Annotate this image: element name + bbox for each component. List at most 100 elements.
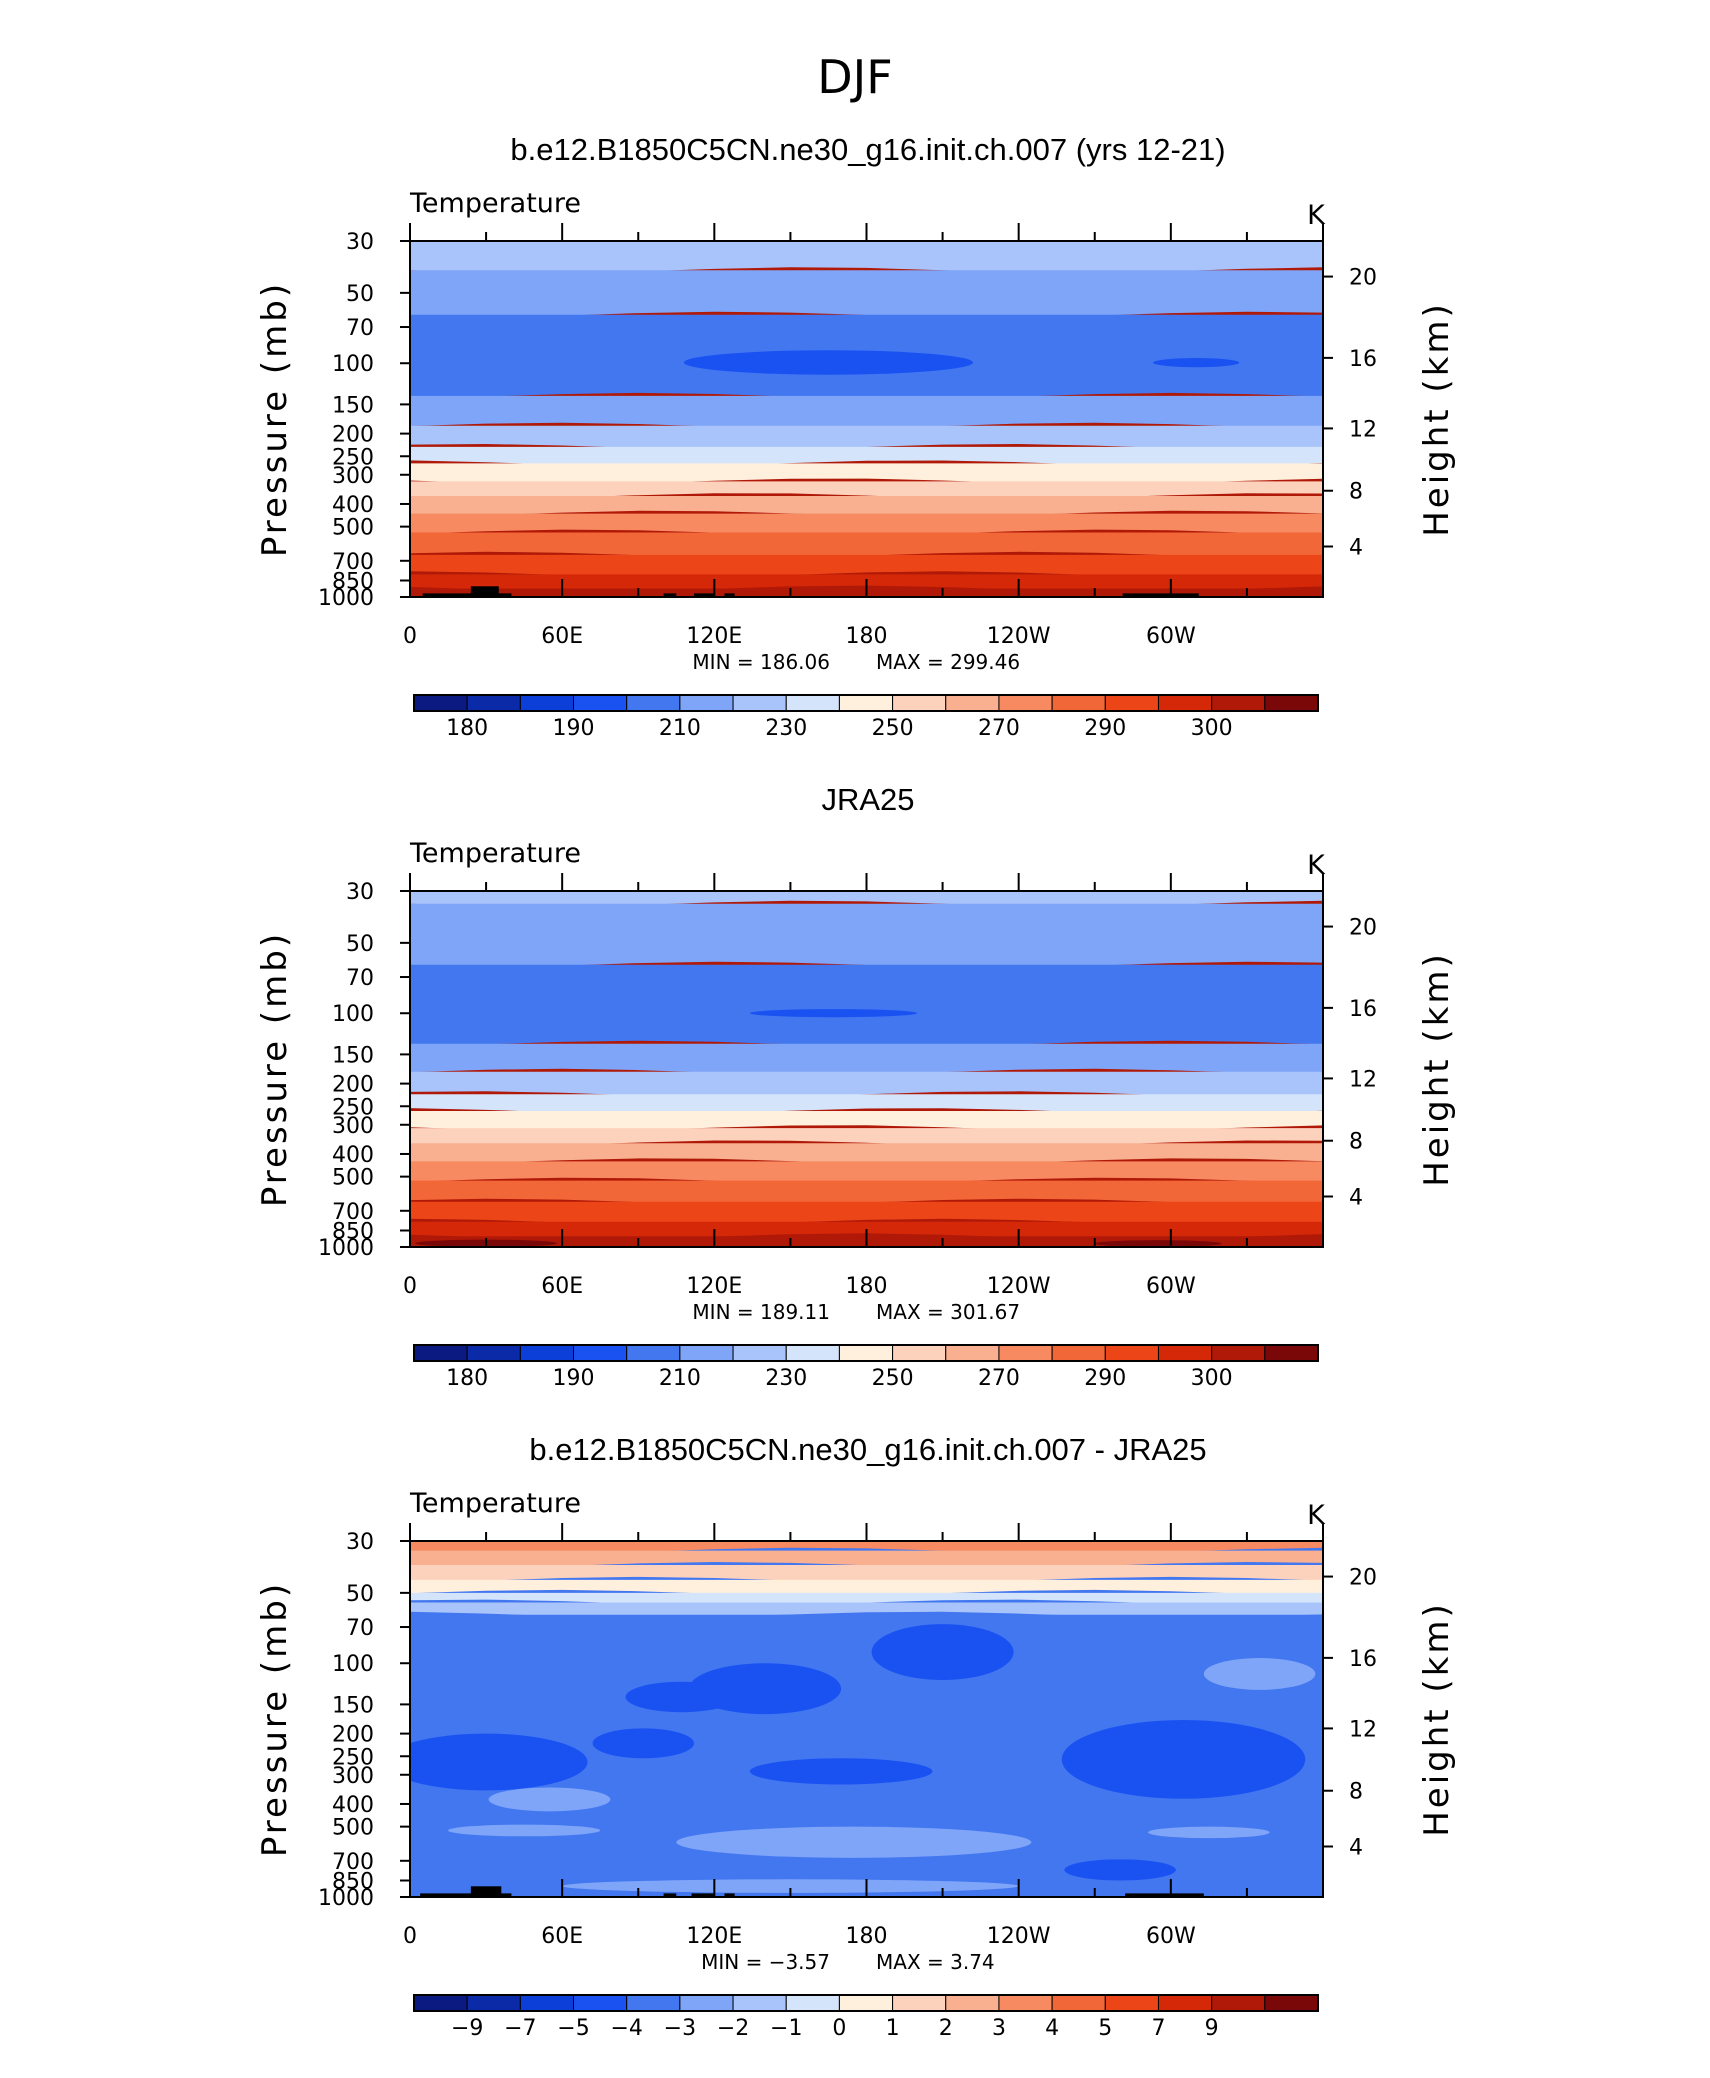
y-tick-right-label: 20 xyxy=(1349,266,1377,291)
y-tick-right-label: 12 xyxy=(1349,1067,1377,1092)
colorbar-label: 270 xyxy=(978,1366,1020,1391)
x-tick-label: 180 xyxy=(846,624,888,649)
contour-band xyxy=(410,395,1323,429)
y-tick-label: 850 xyxy=(332,1220,374,1245)
x-tick-label: 120E xyxy=(686,1924,742,1949)
contour-band xyxy=(410,1043,1323,1075)
colorbar-box xyxy=(519,1994,575,2012)
contour-band xyxy=(410,1541,1323,1554)
contour-feature xyxy=(871,1624,1014,1681)
colorbar-label: 210 xyxy=(659,716,701,741)
colorbar-label: 4 xyxy=(1045,2016,1059,2041)
y-tick-label: 1000 xyxy=(318,1886,374,1911)
contour-band xyxy=(410,463,1323,485)
contour-band xyxy=(410,1579,1323,1596)
colorbar-label: 3 xyxy=(992,2016,1006,2041)
y-tick-label: 700 xyxy=(332,1850,374,1875)
topography-mask xyxy=(422,593,512,597)
colorbar-box xyxy=(1104,694,1159,712)
y-tick-right-label: 20 xyxy=(1349,1566,1377,1591)
colorbar-label: 230 xyxy=(765,716,807,741)
x-tick-label: 60E xyxy=(541,1274,583,1299)
colorbar-box xyxy=(679,1344,734,1362)
colorbar-box xyxy=(1157,1994,1213,2012)
colorbar-box xyxy=(785,1344,840,1362)
colorbar-label: 5 xyxy=(1098,2016,1112,2041)
colorbar-box xyxy=(626,1344,681,1362)
y-tick-label: 1000 xyxy=(318,586,374,611)
contour-feature xyxy=(749,1009,918,1018)
y-tick-label: 850 xyxy=(332,570,374,595)
contour-band xyxy=(410,1614,1323,1897)
colorbar-label: 250 xyxy=(872,716,914,741)
topography-mask xyxy=(691,1893,715,1897)
y-tick-label: 50 xyxy=(346,932,374,957)
plot-area xyxy=(410,891,1323,1247)
units-label: K xyxy=(1307,200,1326,231)
contour-band xyxy=(410,1564,1323,1583)
colorbar-label: 250 xyxy=(872,1366,914,1391)
x-tick-label: 60W xyxy=(1146,1274,1196,1299)
y-tick-label: 500 xyxy=(332,516,374,541)
contour-band xyxy=(410,1161,1323,1184)
variable-label: Temperature xyxy=(409,1488,581,1519)
colorbar-box xyxy=(1157,1344,1213,1362)
contour-band xyxy=(410,1201,1323,1225)
colorbar-label: 300 xyxy=(1191,716,1233,741)
x-tick-label: 120W xyxy=(987,1274,1051,1299)
colorbar-box xyxy=(1051,1344,1106,1362)
colorbar-label: 230 xyxy=(765,1366,807,1391)
colorbar-label: −1 xyxy=(770,2016,802,2041)
colorbar-label: 0 xyxy=(832,2016,846,2041)
colorbar-box xyxy=(679,1994,734,2012)
y-tick-label: 400 xyxy=(332,493,374,518)
colorbar-label: 270 xyxy=(978,716,1020,741)
x-tick-label: 60W xyxy=(1146,1924,1196,1949)
contour-band xyxy=(410,446,1323,467)
colorbar-label: 180 xyxy=(446,716,488,741)
colorbar-box xyxy=(573,1994,628,2012)
y-tick-label: 300 xyxy=(332,1764,374,1789)
colorbar-box xyxy=(1051,1994,1106,2012)
panel-3: b.e12.B1850C5CN.ne30_g16.init.ch.007 - J… xyxy=(255,1432,1457,2041)
y-tick-label: 50 xyxy=(346,282,374,307)
contour-feature xyxy=(410,1733,588,1791)
min-value: MIN = 189.11 xyxy=(692,1300,830,1324)
variable-label: Temperature xyxy=(409,838,581,869)
y-tick-right-label: 4 xyxy=(1349,1836,1363,1861)
colorbar-label: 1 xyxy=(886,2016,900,2041)
colorbar-box xyxy=(413,1994,468,2012)
contour-feature xyxy=(749,1758,933,1785)
colorbar-label: −4 xyxy=(610,2016,642,2041)
y-tick-right-label: 16 xyxy=(1349,997,1377,1022)
x-tick-label: 120E xyxy=(686,1274,742,1299)
contour-feature xyxy=(1203,1658,1316,1690)
x-tick-label: 0 xyxy=(403,624,417,649)
contour-feature xyxy=(448,1824,601,1837)
contour-feature xyxy=(1064,1859,1176,1881)
y-tick-label: 850 xyxy=(332,1870,374,1895)
x-tick-label: 0 xyxy=(403,1924,417,1949)
colorbar-box xyxy=(838,1994,894,2012)
max-value: MAX = 3.74 xyxy=(876,1950,995,1974)
colorbar-box xyxy=(519,694,575,712)
contour-band xyxy=(410,903,1323,968)
topography-mask xyxy=(724,593,735,597)
colorbar-label: 190 xyxy=(553,716,595,741)
colorbar-box xyxy=(573,694,628,712)
max-value: MAX = 299.46 xyxy=(876,650,1020,674)
colorbar-box xyxy=(466,1994,521,2012)
topography-mask xyxy=(1122,593,1199,597)
colorbar-box xyxy=(466,1344,521,1362)
contour-feature xyxy=(592,1728,695,1759)
colorbar-box xyxy=(1104,1994,1159,2012)
colorbar-box xyxy=(892,694,947,712)
contour-band xyxy=(410,891,1323,907)
contour-feature xyxy=(1148,1826,1270,1839)
contour-band xyxy=(410,513,1323,536)
colorbar-box xyxy=(945,1994,1000,2012)
y-tick-label: 70 xyxy=(346,316,374,341)
contour-feature xyxy=(1153,358,1240,368)
colorbar-box xyxy=(626,1994,681,2012)
y-tick-label: 250 xyxy=(332,1745,374,1770)
